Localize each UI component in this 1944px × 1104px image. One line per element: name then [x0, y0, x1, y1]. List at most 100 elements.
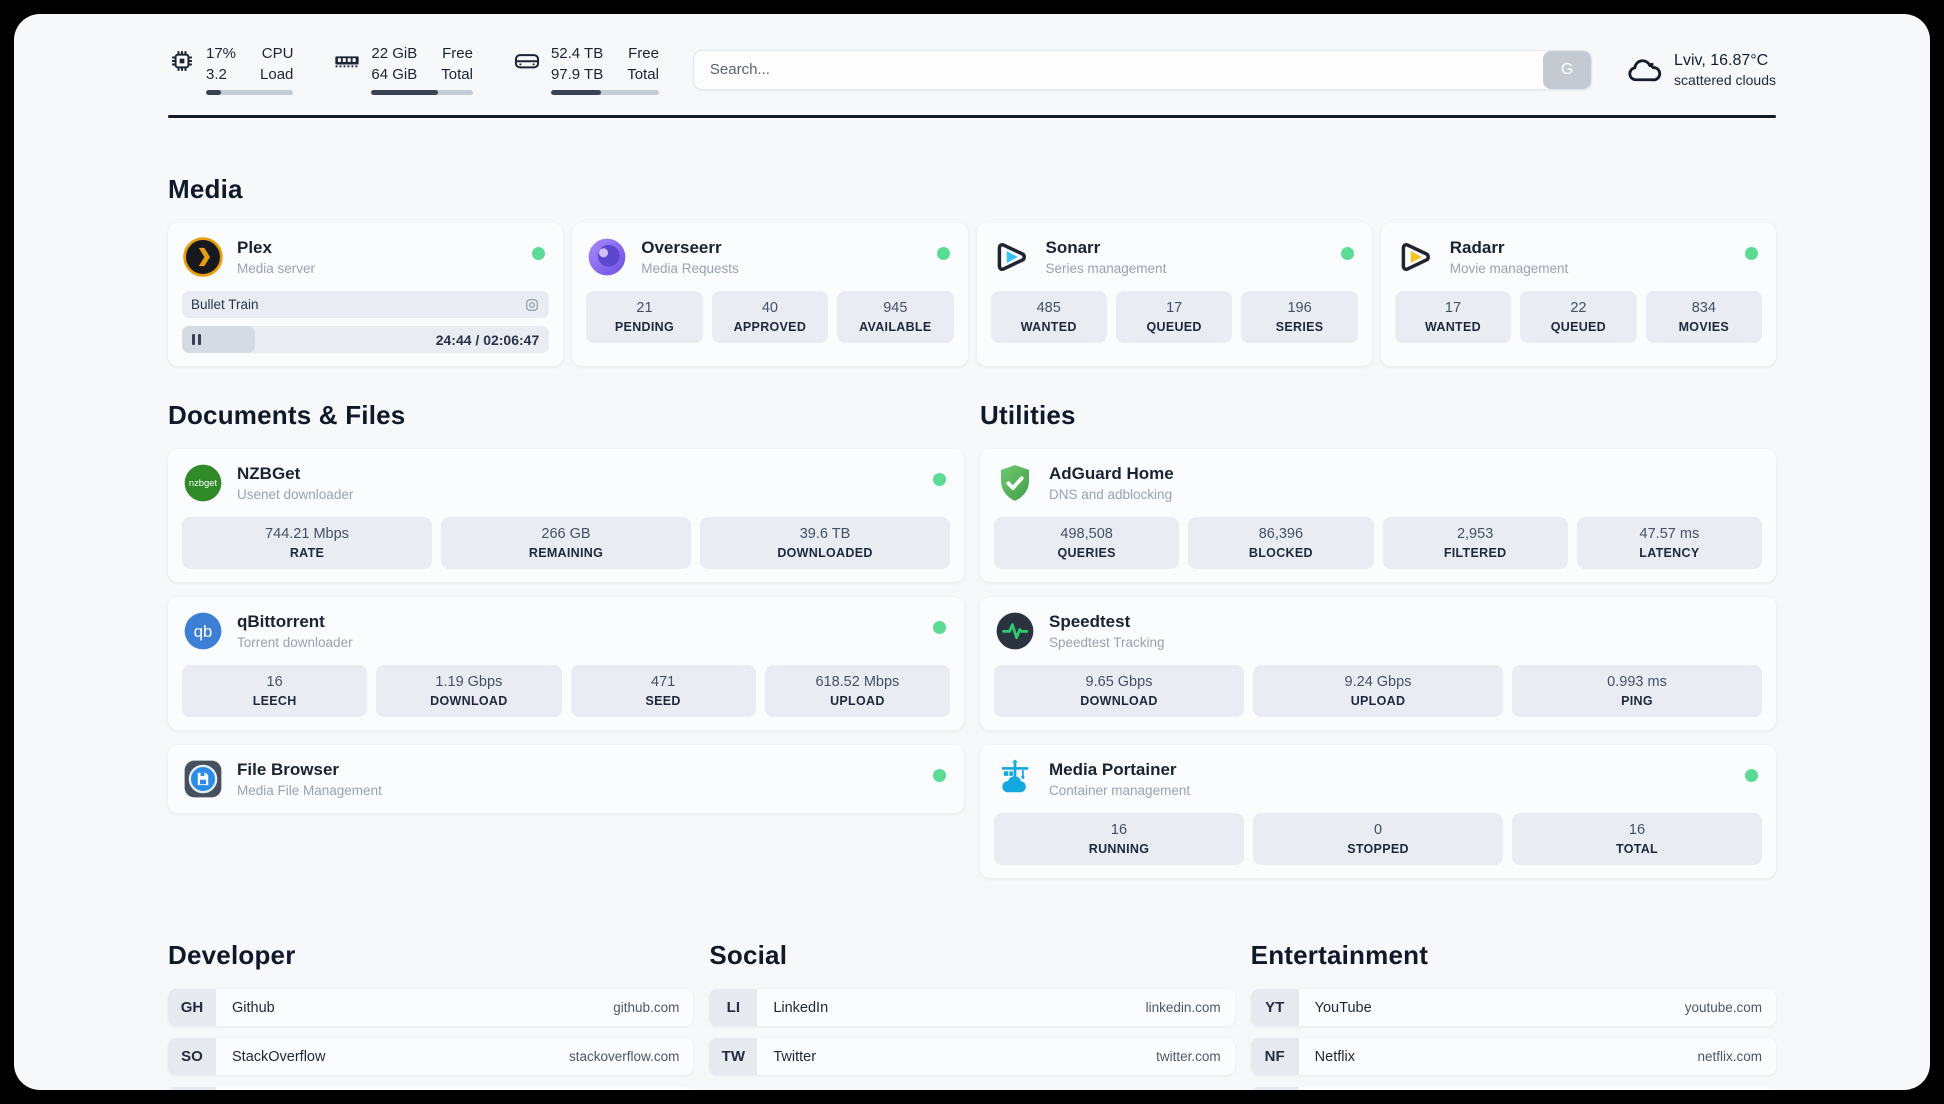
link-youtube[interactable]: YT YouTube youtube.com: [1250, 989, 1776, 1026]
section-title-entertainment: Entertainment: [1250, 940, 1429, 970]
app-link-overseerr[interactable]: Overseerr Media Requests: [586, 236, 953, 278]
app-subtitle: Speedtest Tracking: [1049, 635, 1165, 650]
app-subtitle: Container management: [1049, 783, 1191, 798]
status-online-dot: [1340, 247, 1354, 260]
netflix-monogram: NF: [1250, 1038, 1299, 1075]
section-title-utilities: Utilities: [980, 400, 1076, 430]
stat-tile: 40 APPROVED: [711, 291, 829, 343]
weather-widget: Lviv, 16.87°C scattered clouds: [1626, 52, 1776, 88]
github-monogram: GH: [168, 989, 216, 1026]
app-name: qBittorrent: [237, 612, 325, 631]
app-card-filebrowser: File Browser Media File Management: [168, 745, 964, 813]
disk-total-label: Total: [627, 65, 659, 83]
app-name: Overseerr: [641, 238, 722, 257]
stat-tile: 39.6 TB DOWNLOADED: [700, 517, 950, 569]
weather-condition: scattered clouds: [1674, 71, 1776, 88]
cpu-progress-bar: [206, 90, 294, 95]
header-divider: [168, 115, 1776, 118]
stat-tile: 618.52 Mbps UPLOAD: [764, 665, 950, 717]
adguard-icon: [994, 462, 1036, 504]
media-grid: Plex Media server Bullet Train: [168, 223, 1776, 366]
stat-tile: 1.19 Gbps DOWNLOAD: [376, 665, 562, 717]
link-github[interactable]: GH Github github.com: [168, 989, 694, 1026]
filebrowser-icon: [182, 758, 224, 800]
search-bar: G: [692, 49, 1593, 90]
app-card-portainer: Media Portainer Container management 16 R…: [980, 745, 1776, 878]
status-online-dot: [936, 247, 950, 260]
app-name: NZBGet: [237, 464, 301, 483]
app-name: Radarr: [1449, 238, 1505, 257]
overseerr-icon: [586, 236, 628, 278]
now-playing-title: Bullet Train: [191, 297, 259, 312]
link-netflix[interactable]: NF Netflix netflix.com: [1250, 1038, 1776, 1075]
link-dev[interactable]: DT DEV dev.to: [168, 1087, 694, 1090]
app-link-portainer[interactable]: Media Portainer Container management: [994, 758, 1762, 800]
disk-progress-bar: [550, 90, 659, 95]
app-name: Plex: [237, 238, 272, 257]
app-card-plex: Plex Media server Bullet Train: [168, 223, 564, 366]
app-card-sonarr: Sonarr Series management 485 WANTED 17 QUE…: [976, 223, 1372, 366]
stat-tile: 9.24 Gbps UPLOAD: [1253, 665, 1503, 717]
app-card-adguard: AdGuard Home DNS and adblocking 498,508 Q…: [980, 449, 1776, 582]
app-link-speedtest[interactable]: Speedtest Speedtest Tracking: [994, 610, 1762, 652]
link-reddit[interactable]: RE Reddit reddit.com: [1250, 1087, 1776, 1090]
memory-progress-bar: [371, 90, 473, 95]
app-link-plex[interactable]: Plex Media server: [182, 236, 549, 278]
memory-total-value: 64 GiB: [371, 65, 418, 83]
memory-free-value: 22 GiB: [371, 45, 418, 62]
app-name: Sonarr: [1045, 238, 1101, 257]
app-link-adguard[interactable]: AdGuard Home DNS and adblocking: [994, 462, 1762, 504]
status-online-dot: [1745, 769, 1758, 782]
search-engine-button[interactable]: G: [1543, 50, 1592, 89]
app-link-sonarr[interactable]: Sonarr Series management: [991, 236, 1358, 278]
memory-stat: 22 GiB Free 64 GiB Total: [333, 44, 473, 95]
cpu-load-value: 3.2: [206, 65, 227, 83]
stat-tile: 16 TOTAL: [1512, 813, 1762, 865]
app-subtitle: Media File Management: [237, 783, 382, 798]
stat-tile: 16 LEECH: [182, 665, 368, 717]
system-stats: 17% CPU 3.2 Load: [168, 44, 659, 95]
app-link-filebrowser[interactable]: File Browser Media File Management: [182, 758, 950, 800]
disk-icon: [514, 54, 540, 69]
stat-tile: 86,396 BLOCKED: [1188, 517, 1374, 569]
stat-tile: 744.21 Mbps RATE: [182, 517, 432, 569]
search-input[interactable]: [693, 50, 1544, 89]
stat-tile: 196 SERIES: [1241, 291, 1358, 343]
app-card-overseerr: Overseerr Media Requests 21 PENDING 40 APP…: [572, 223, 968, 366]
weather-location-temp: Lviv, 16.87°C: [1674, 51, 1769, 69]
app-subtitle: Movie management: [1449, 261, 1569, 276]
disk-free-label: Free: [628, 45, 659, 62]
app-card-radarr: Radarr Movie management 17 WANTED 22 QUEUE…: [1380, 223, 1776, 366]
app-subtitle: Media Requests: [641, 261, 739, 276]
app-name: Speedtest: [1049, 612, 1131, 631]
link-stackoverflow[interactable]: SO StackOverflow stackoverflow.com: [168, 1038, 694, 1075]
stat-tile: 9.65 Gbps DOWNLOAD: [994, 665, 1244, 717]
linkedin-monogram: LI: [709, 989, 758, 1026]
app-link-radarr[interactable]: Radarr Movie management: [1395, 236, 1762, 278]
developer-links: Developer GH Github github.com SO StackO…: [168, 940, 694, 1090]
cpu-stat: 17% CPU 3.2 Load: [168, 44, 294, 95]
stat-tile: 0 STOPPED: [1253, 813, 1503, 865]
app-subtitle: Media server: [237, 261, 316, 276]
link-twitter[interactable]: TW Twitter twitter.com: [709, 1038, 1235, 1075]
stackoverflow-monogram: SO: [168, 1038, 216, 1075]
disk-free-value: 52.4 TB: [550, 45, 604, 62]
app-subtitle: DNS and adblocking: [1049, 487, 1173, 502]
playback-progress: 24:44 / 02:06:47: [182, 326, 550, 353]
memory-free-label: Free: [442, 45, 473, 62]
stat-tile: 945 AVAILABLE: [837, 291, 954, 343]
now-playing-row: Bullet Train: [182, 291, 550, 318]
status-online-dot: [532, 247, 546, 260]
cpu-icon: [172, 51, 192, 71]
app-subtitle: Usenet downloader: [237, 487, 354, 502]
stat-tile: 485 WANTED: [990, 291, 1107, 343]
pause-icon: [192, 334, 201, 345]
app-link-nzbget[interactable]: nzbget NZBGet Usenet downloader: [182, 462, 950, 504]
link-linkedin[interactable]: LI LinkedIn linkedin.com: [709, 989, 1235, 1026]
section-title-media: Media: [168, 174, 243, 204]
stat-tile: 471 SEED: [570, 665, 756, 717]
status-online-dot: [933, 621, 946, 634]
app-name: File Browser: [237, 760, 340, 779]
status-online-dot: [1745, 247, 1758, 260]
app-link-qbittorrent[interactable]: qb qBittorrent Torrent downloader: [182, 610, 950, 652]
